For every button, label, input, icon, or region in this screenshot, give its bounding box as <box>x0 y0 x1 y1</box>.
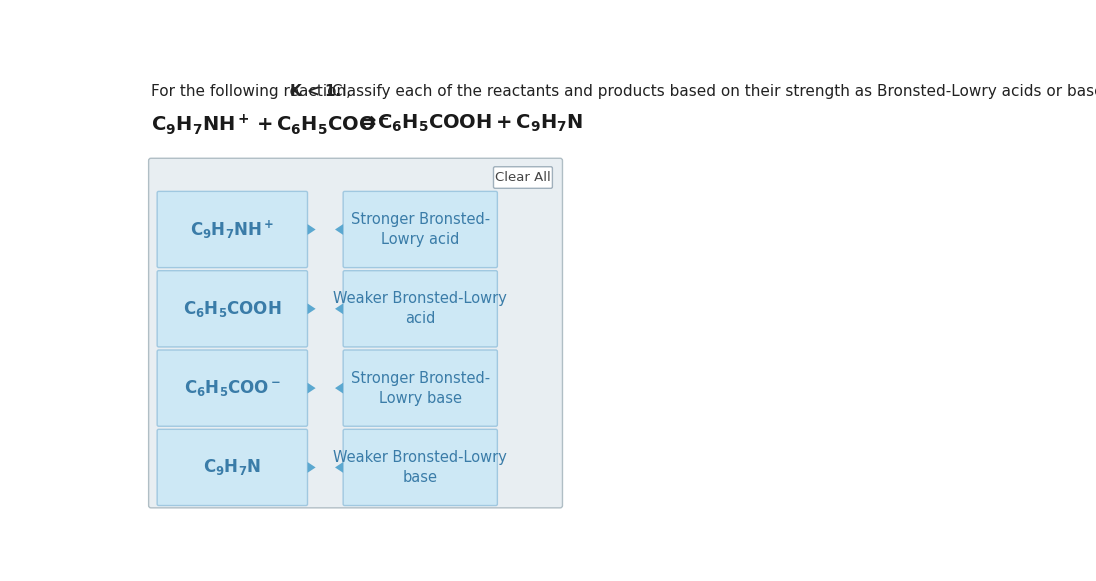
Text: $\mathbf{\rightleftharpoons}$: $\mathbf{\rightleftharpoons}$ <box>355 113 377 132</box>
Polygon shape <box>335 383 343 393</box>
Polygon shape <box>335 224 343 235</box>
Text: $\mathbf{C_9H_7NH^+ + C_6H_5COO^-}$: $\mathbf{C_9H_7NH^+ + C_6H_5COO^-}$ <box>151 113 389 138</box>
FancyBboxPatch shape <box>343 271 498 347</box>
FancyBboxPatch shape <box>493 167 552 188</box>
Polygon shape <box>308 462 316 473</box>
FancyBboxPatch shape <box>343 191 498 268</box>
Text: Weaker Bronsted-Lowry
acid: Weaker Bronsted-Lowry acid <box>333 292 507 326</box>
FancyBboxPatch shape <box>343 429 498 505</box>
Text: Weaker Bronsted-Lowry
base: Weaker Bronsted-Lowry base <box>333 450 507 485</box>
Text: $\mathbf{C_9H_7N}$: $\mathbf{C_9H_7N}$ <box>203 457 261 478</box>
Text: Clear All: Clear All <box>495 171 551 184</box>
FancyBboxPatch shape <box>157 429 308 505</box>
Text: $\mathbf{C_6H_5COO^-}$: $\mathbf{C_6H_5COO^-}$ <box>184 378 281 398</box>
Text: Stronger Bronsted-
Lowry base: Stronger Bronsted- Lowry base <box>351 371 490 406</box>
Text: K < 1.: K < 1. <box>290 84 342 99</box>
Text: $\mathbf{C_9H_7NH^+}$: $\mathbf{C_9H_7NH^+}$ <box>190 218 274 241</box>
FancyBboxPatch shape <box>149 158 562 508</box>
FancyBboxPatch shape <box>157 191 308 268</box>
Polygon shape <box>335 462 343 473</box>
FancyBboxPatch shape <box>157 350 308 426</box>
Polygon shape <box>335 303 343 314</box>
FancyBboxPatch shape <box>157 271 308 347</box>
Text: Classify each of the reactants and products based on their strength as Bronsted-: Classify each of the reactants and produ… <box>327 84 1096 99</box>
Polygon shape <box>308 224 316 235</box>
FancyBboxPatch shape <box>343 350 498 426</box>
Text: For the following reaction,: For the following reaction, <box>151 84 356 99</box>
Polygon shape <box>308 383 316 393</box>
Text: $\mathbf{C_6H_5COOH}$: $\mathbf{C_6H_5COOH}$ <box>183 299 282 319</box>
Text: $\mathbf{C_6H_5COOH + C_9H_7N}$: $\mathbf{C_6H_5COOH + C_9H_7N}$ <box>377 113 584 134</box>
Text: Stronger Bronsted-
Lowry acid: Stronger Bronsted- Lowry acid <box>351 212 490 247</box>
Polygon shape <box>308 303 316 314</box>
